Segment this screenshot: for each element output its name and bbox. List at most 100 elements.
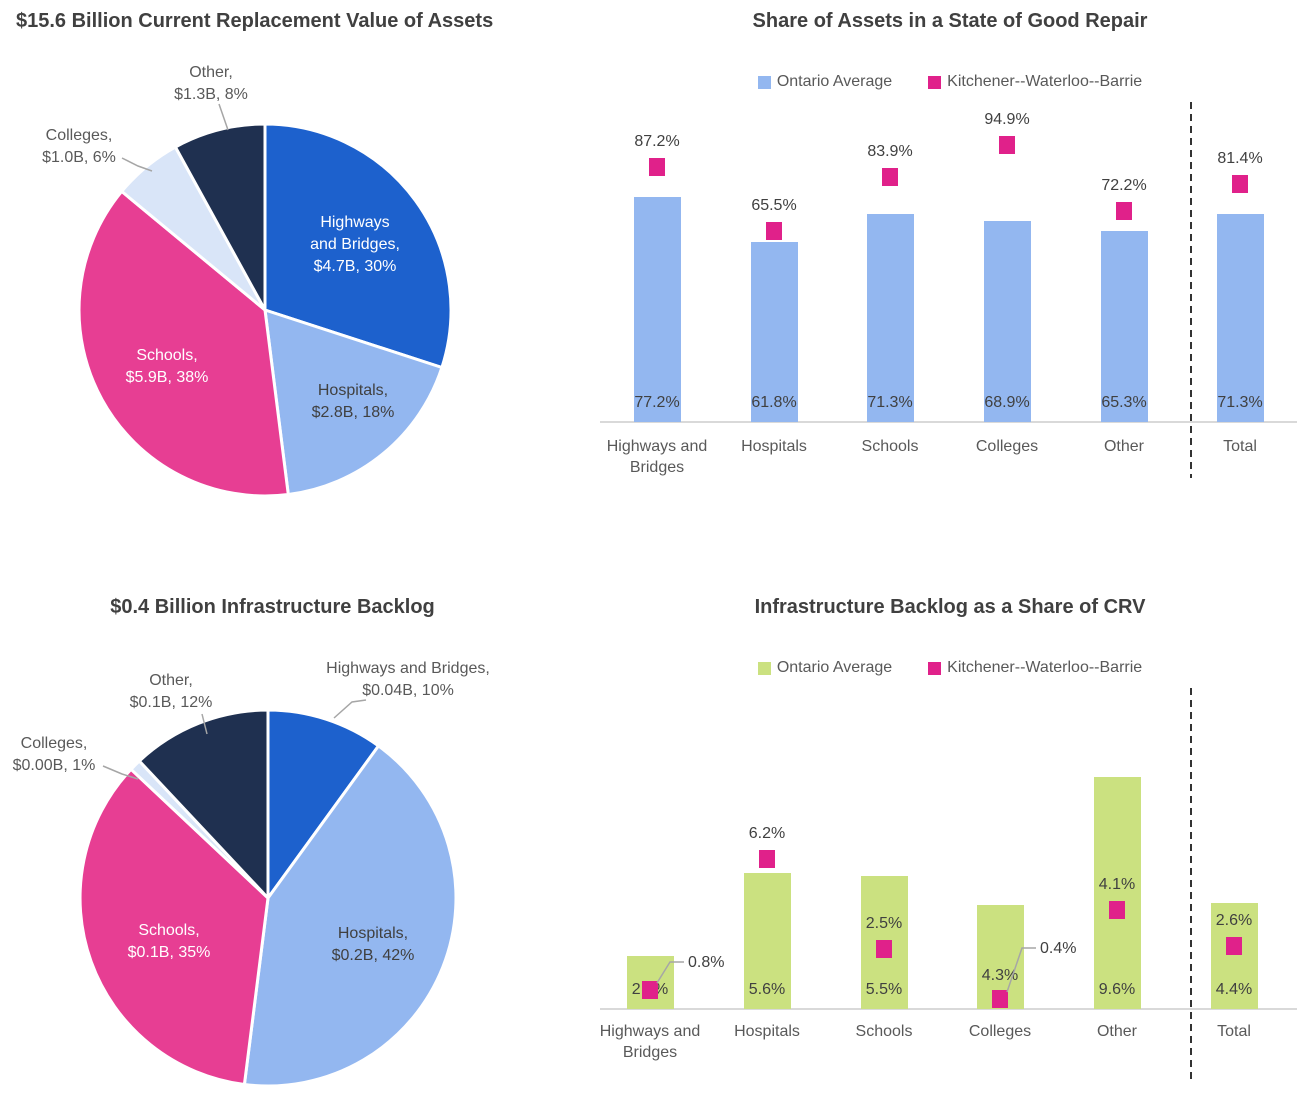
category-label-schools: Schools [861, 438, 919, 455]
legend-swatch-kitchener-waterloo-barrie [928, 661, 942, 675]
backlog-share-title: Infrastructure Backlog as a Share of CRV [754, 596, 1146, 618]
marker-kitchener-waterloo-barrie-total [1226, 937, 1242, 956]
value-label-ontario-average-other: 65.3% [1101, 394, 1147, 411]
pie-label-line: Schools, [136, 347, 198, 364]
value-label-ontario-average-schools: 71.3% [867, 394, 913, 411]
value-label-ontario-average-colleges: 68.9% [984, 394, 1030, 411]
category-label-other: Other [1103, 438, 1144, 455]
pie-label-schools: Schools, $5.9B, 38% [82, 345, 252, 389]
pie-leader-line [201, 713, 208, 735]
value-label-ontario-average-schools: 5.5% [865, 981, 903, 998]
pie-label-line: $5.9B, 38% [125, 369, 209, 386]
pie-label-hospitals: Hospitals, $0.2B, 42% [283, 923, 463, 967]
category-label-total: Total [1223, 438, 1257, 455]
value-label-ontario-average-total: 4.4% [1215, 981, 1253, 998]
pie-label-line: $1.0B, 6% [42, 149, 116, 166]
value-label-kitchener-waterloo-barrie-schools: 83.9% [867, 143, 913, 160]
category-label-colleges: Colleges [968, 1023, 1032, 1040]
bar-ontario-average-other [1100, 231, 1148, 422]
pie-leader-line [333, 699, 367, 719]
marker-kitchener-waterloo-barrie-schools [876, 939, 892, 958]
value-label-kitchener-waterloo-barrie-colleges: 94.9% [984, 110, 1030, 128]
value-label-kitchener-waterloo-barrie-schools: 2.5% [865, 914, 903, 932]
pie-label-other: Other, $1.3B, 8% [131, 62, 291, 106]
pie-label-line: Highways [320, 214, 390, 231]
good-repair-legend: Ontario Average Kitchener--Waterloo--Bar… [600, 73, 1300, 91]
pie-slice-schools [77, 189, 290, 498]
pie-label-highways-and-bridges: Highways and Bridges, $4.7B, 30% [270, 212, 440, 278]
bar-ontario-average-total [1210, 902, 1258, 1009]
pie-label-hospitals: Hospitals, $2.8B, 18% [268, 380, 438, 424]
pie-label-line: $1.3B, 8% [174, 86, 248, 103]
pie-label-line: $0.2B, 42% [331, 947, 415, 964]
backlog-share-legend: Ontario Average Kitchener--Waterloo--Bar… [600, 659, 1300, 677]
good-repair-x-axis [600, 421, 1297, 423]
value-label-kitchener-waterloo-barrie-colleges: 0.4% [1040, 940, 1077, 957]
pie-label-line: Other, [149, 672, 193, 689]
legend-item-kitchener-waterloo-barrie: Kitchener--Waterloo--Barrie [928, 659, 1142, 677]
crv-pie-title: $15.6 Billion Current Replacement Value … [16, 10, 494, 32]
value-label-ontario-average-total: 71.3% [1217, 394, 1263, 411]
marker-kitchener-waterloo-barrie-other [1116, 202, 1132, 221]
pie-label-line: Colleges, [20, 735, 88, 752]
value-label-ontario-average-highways-and-bridges: 77.2% [634, 394, 680, 411]
legend-label-kitchener-waterloo-barrie: Kitchener--Waterloo--Barrie [947, 73, 1143, 90]
value-label-kitchener-waterloo-barrie-other: 4.1% [1098, 875, 1136, 893]
category-label-hospitals: Hospitals [734, 1023, 800, 1040]
value-label-kitchener-waterloo-barrie-total: 81.4% [1217, 150, 1263, 168]
value-label-kitchener-waterloo-barrie-highways-and-bridges: 87.2% [634, 133, 680, 151]
legend-item-kitchener-waterloo-barrie: Kitchener--Waterloo--Barrie [928, 73, 1142, 91]
marker-kitchener-waterloo-barrie-other [1109, 900, 1125, 919]
category-label-colleges: Colleges [975, 438, 1039, 455]
marker-kitchener-waterloo-barrie-schools [882, 168, 898, 186]
legend-swatch-ontario-average [757, 661, 771, 675]
bar-ontario-average-hospitals [743, 873, 791, 1009]
value-label-kitchener-waterloo-barrie-other: 72.2% [1101, 177, 1147, 195]
legend-label-kitchener-waterloo-barrie: Kitchener--Waterloo--Barrie [947, 659, 1143, 676]
bar-ontario-average-other [1093, 776, 1141, 1009]
pie-label-line: $4.7B, 30% [313, 258, 397, 275]
pie-label-schools: Schools, $0.1B, 35% [84, 920, 254, 964]
category-label-total: Total [1217, 1023, 1251, 1040]
pie-label-line: and Bridges, [310, 236, 400, 253]
pie-slice-hospitals [242, 744, 458, 1088]
marker-kitchener-waterloo-barrie-hospitals [759, 849, 775, 868]
bar-ontario-average-colleges [983, 220, 1031, 422]
legend-swatch-kitchener-waterloo-barrie [928, 75, 942, 89]
pie-label-line: $0.1B, 35% [127, 944, 211, 961]
bar-ontario-average-schools [866, 213, 914, 422]
category-label-schools: Schools [855, 1023, 913, 1040]
legend-item-ontario-average: Ontario Average [757, 73, 893, 91]
bar-ontario-average-highways-and-bridges [633, 196, 681, 422]
pie-slice-highways-and-bridges [266, 708, 380, 900]
bar-ontario-average-total [1216, 213, 1264, 422]
marker-kitchener-waterloo-barrie-hospitals [766, 221, 782, 240]
value-label-ontario-average-hospitals: 5.6% [748, 981, 786, 998]
category-label-highways-and-bridges: Highways and Bridges [599, 1023, 701, 1061]
category-label-hospitals: Hospitals [741, 438, 807, 455]
marker-kitchener-waterloo-barrie-colleges [999, 135, 1015, 154]
pie-slice-other [173, 122, 267, 312]
marker-kitchener-waterloo-barrie-highways-and-bridges [642, 980, 658, 999]
category-label-highways-and-bridges: Highways and Bridges [606, 438, 708, 476]
pie-label-line: Hospitals, [317, 382, 389, 399]
value-label-kitchener-waterloo-barrie-highways-and-bridges: 0.8% [688, 954, 725, 971]
pie-label-line: $0.00B, 1% [12, 757, 96, 774]
value-label-ontario-average-hospitals: 61.8% [751, 394, 797, 411]
legend-swatch-ontario-average [757, 75, 771, 89]
pie-label-line: Colleges, [45, 127, 113, 144]
backlog-share-x-axis [600, 1008, 1297, 1010]
marker-kitchener-waterloo-barrie-total [1232, 175, 1248, 194]
marker-kitchener-waterloo-barrie-highways-and-bridges [649, 158, 665, 177]
pie-label-highways-and-bridges: Highways and Bridges, $0.04B, 10% [283, 658, 533, 702]
value-label-ontario-average-other: 9.6% [1098, 981, 1136, 998]
value-label-kitchener-waterloo-barrie-hospitals: 6.2% [748, 824, 786, 842]
legend-label-ontario-average: Ontario Average [776, 659, 893, 676]
value-label-ontario-average-colleges: 4.3% [981, 967, 1019, 984]
legend-label-ontario-average: Ontario Average [776, 73, 893, 90]
legend-item-ontario-average: Ontario Average [757, 659, 893, 677]
pie-label-colleges: Colleges, $1.0B, 6% [4, 125, 154, 169]
pie-label-other: Other, $0.1B, 12% [96, 670, 246, 714]
value-label-kitchener-waterloo-barrie-hospitals: 65.5% [751, 196, 797, 214]
